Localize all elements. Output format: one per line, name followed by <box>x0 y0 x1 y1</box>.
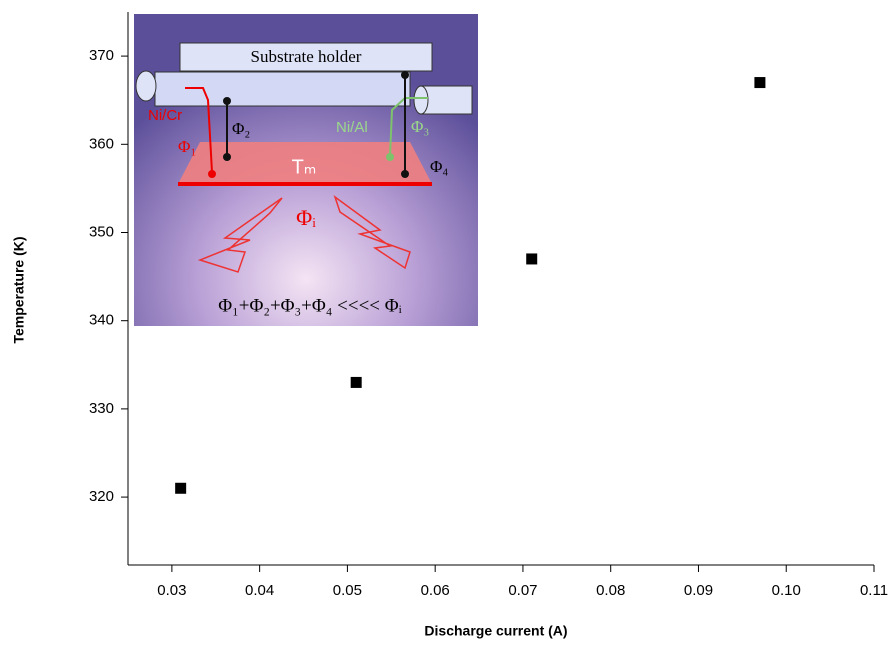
tm-label: Tₘ <box>292 156 317 178</box>
point <box>526 253 538 265</box>
point <box>754 77 766 89</box>
flux-arrow <box>197 197 283 273</box>
y-tick-label: 370 <box>89 47 114 64</box>
y-tick-label: 350 <box>89 223 114 240</box>
x-tick-label: 0.04 <box>245 582 274 599</box>
substrate-holder <box>179 42 433 72</box>
y-axis-title: Temperature (K) <box>11 236 27 343</box>
phi4-label: Φ₄ <box>430 157 448 176</box>
phi2-label: Φ₂ <box>232 119 250 138</box>
thermocouple <box>386 153 394 161</box>
y-tick-label: 330 <box>89 400 114 417</box>
ni-cr-wire <box>185 87 213 173</box>
rod-end <box>135 70 157 102</box>
y-tick-label: 320 <box>89 488 114 505</box>
equation: Φ₁+Φ₂+Φ₃+Φ₄ <<<< Φᵢ <box>218 295 402 316</box>
sensor-dot <box>223 153 231 161</box>
rod-end <box>413 85 429 115</box>
ni-al-label: Ni/Al <box>336 119 368 136</box>
sensor-dot <box>401 170 409 178</box>
x-tick-label: 0.10 <box>772 582 801 599</box>
phi3-label: Φ₃ <box>411 117 429 136</box>
phi1-label: Φ₁ <box>178 137 196 156</box>
sensor-dot <box>223 97 231 105</box>
x-tick-label: 0.07 <box>508 582 537 599</box>
ni-al-wire <box>389 97 428 157</box>
sample <box>178 142 432 184</box>
x-axis-title: Discharge current (A) <box>424 623 567 639</box>
rod-right <box>419 85 473 115</box>
x-tick-label: 0.08 <box>596 582 625 599</box>
x-tick-label: 0.03 <box>157 582 186 599</box>
x-tick-label: 0.09 <box>684 582 713 599</box>
thermocouple <box>208 170 216 178</box>
ni-cr-label: Ni/Cr <box>148 107 182 124</box>
y-tick-label: 340 <box>89 312 114 329</box>
x-tick-label: 0.11 <box>860 582 888 599</box>
flux-arrow <box>333 195 411 270</box>
phii-label: Φᵢ <box>296 205 316 230</box>
point <box>175 482 187 494</box>
substrate-label: Substrate holder <box>251 47 362 66</box>
point <box>350 376 362 388</box>
sensor-dot <box>401 71 409 79</box>
x-tick-label: 0.05 <box>333 582 362 599</box>
x-tick-label: 0.06 <box>421 582 450 599</box>
y-tick-label: 360 <box>89 135 114 152</box>
inset: Substrate holder Ni/Cr Ni/Al Φ₁ Φ₂ Φ₃ Φ₄… <box>134 14 478 326</box>
